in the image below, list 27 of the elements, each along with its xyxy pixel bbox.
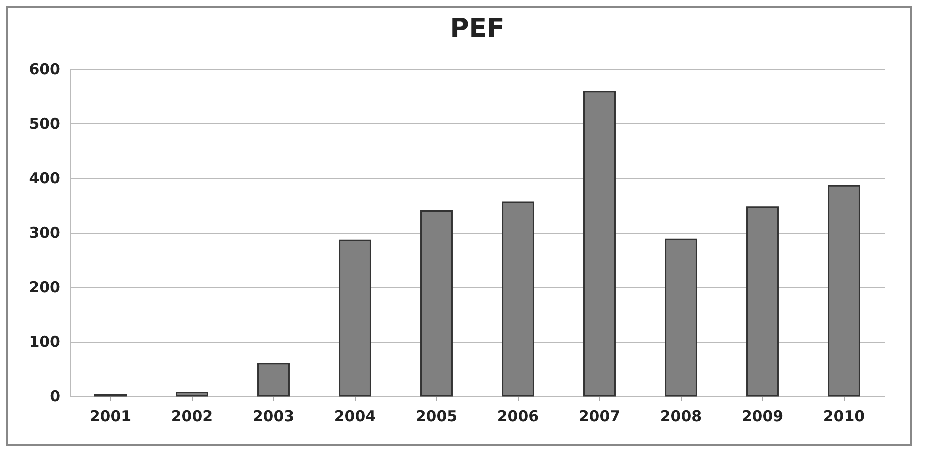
- x-tick-label: 2006: [497, 408, 540, 426]
- x-tick-label: 2005: [416, 408, 458, 426]
- y-tick-label: 200: [29, 278, 60, 296]
- y-tick-label: 0: [50, 388, 60, 406]
- x-tick-label: 2007: [578, 408, 621, 426]
- bar: [746, 206, 779, 397]
- x-tick-label: 2004: [334, 408, 376, 426]
- x-tick-label: 2002: [171, 408, 214, 426]
- x-tick-label: 2001: [90, 408, 132, 426]
- bar: [828, 185, 860, 397]
- y-tick-label: 300: [29, 224, 60, 242]
- bar: [258, 363, 290, 397]
- y-tick-label: 400: [29, 170, 60, 188]
- bar: [665, 238, 698, 397]
- chart-title: PEF: [450, 14, 505, 44]
- x-tick-label: 2008: [660, 408, 702, 426]
- x-tick-label: 2003: [252, 408, 295, 426]
- y-tick-label: 600: [29, 60, 60, 78]
- x-tick-label: 2010: [823, 408, 866, 426]
- bar: [339, 240, 372, 397]
- y-tick-label: 100: [29, 333, 60, 351]
- bar: [420, 210, 453, 397]
- y-tick-label: 500: [29, 115, 60, 133]
- bar: [584, 91, 616, 397]
- bar: [176, 392, 208, 397]
- bar: [502, 202, 534, 397]
- x-tick-label: 2009: [742, 408, 784, 426]
